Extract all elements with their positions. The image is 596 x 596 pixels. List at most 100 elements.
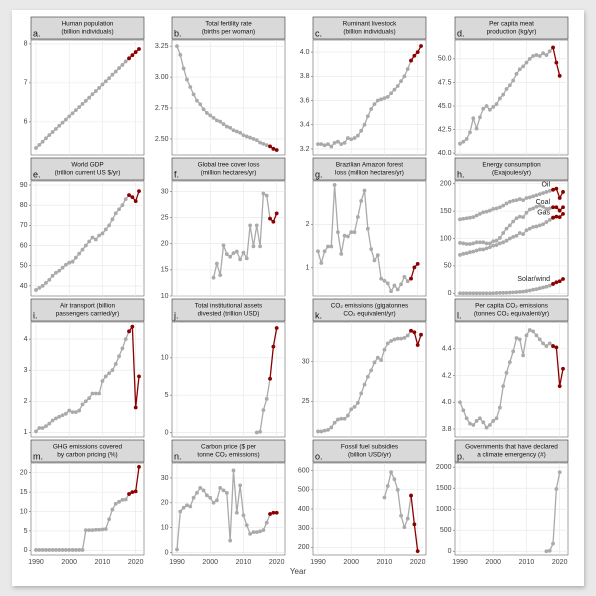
data-point: [458, 253, 462, 257]
data-point: [507, 236, 512, 241]
data-point: [70, 410, 75, 415]
data-point: [497, 241, 502, 246]
data-point: [44, 280, 48, 285]
data-point: [60, 548, 65, 552]
data-point: [392, 283, 397, 288]
data-point: [405, 279, 410, 284]
panel-letter: n.: [174, 451, 182, 461]
x-tick-label: 2020: [552, 559, 568, 566]
data-point: [541, 51, 545, 56]
data-point: [415, 50, 420, 55]
data-point: [517, 197, 522, 201]
panel-title: Brazilian Amazon forest: [336, 162, 403, 169]
panel-title: World GDP: [71, 162, 103, 169]
data-point: [241, 513, 246, 518]
data-point: [57, 548, 62, 552]
data-point: [63, 548, 68, 552]
data-point: [204, 493, 209, 498]
data-point: [238, 257, 243, 262]
data-point: [365, 114, 370, 119]
y-tick-label: 2000: [436, 464, 452, 471]
data-point: [395, 487, 400, 492]
x-tick-label: 1990: [169, 559, 185, 566]
data-point: [67, 114, 72, 119]
data-point: [77, 251, 82, 256]
data-point: [329, 425, 334, 430]
data-point: [521, 353, 526, 358]
data-point: [514, 198, 519, 203]
data-point: [405, 333, 410, 338]
data-point: [54, 548, 58, 552]
data-point: [379, 97, 384, 102]
x-tick-label: 2000: [485, 559, 501, 566]
data-point: [77, 105, 82, 109]
data-point: [339, 252, 344, 256]
data-point: [551, 215, 555, 220]
data-point: [541, 191, 545, 195]
data-point: [524, 210, 529, 215]
data-point: [133, 405, 138, 410]
data-point: [405, 67, 410, 71]
panel-title: Carbon price ($ per: [201, 444, 257, 451]
data-point: [261, 408, 266, 413]
panel-letter: b.: [174, 28, 182, 38]
data-point: [547, 49, 552, 54]
data-point: [117, 354, 121, 359]
data-point: [185, 77, 189, 82]
data-point: [37, 548, 42, 552]
data-point: [178, 509, 183, 514]
data-point: [537, 54, 542, 58]
y-tick-label: 0: [24, 547, 28, 554]
data-point: [561, 190, 565, 194]
y-tick-label: 30: [161, 475, 169, 482]
data-point: [551, 45, 555, 50]
data-point: [474, 291, 479, 296]
data-point: [185, 503, 189, 508]
data-point: [527, 288, 532, 293]
data-point: [521, 198, 526, 203]
y-tick-label: 8: [24, 41, 28, 48]
data-point: [238, 130, 243, 135]
data-point: [524, 60, 529, 65]
data-point: [501, 240, 506, 245]
y-tick-label: 1000: [436, 506, 452, 513]
data-point: [365, 226, 370, 231]
data-point: [468, 291, 472, 296]
data-point: [531, 206, 536, 211]
data-point: [561, 205, 565, 210]
data-point: [464, 291, 469, 296]
y-tick-label: 200: [440, 181, 452, 188]
y-tick-label: 45.0: [438, 103, 452, 110]
panel-title: Human population: [62, 21, 114, 28]
data-point: [100, 379, 105, 383]
data-point: [544, 220, 549, 224]
data-point: [478, 115, 482, 120]
data-point: [385, 484, 390, 488]
data-point: [547, 217, 552, 222]
data-point: [342, 140, 347, 145]
panel-letter: i.: [33, 310, 38, 320]
x-axis-label: Year: [290, 567, 307, 576]
data-point: [547, 188, 552, 193]
data-point: [352, 230, 357, 235]
data-point: [339, 416, 344, 421]
data-point: [97, 233, 102, 238]
panel-title: Total institutional assets: [195, 303, 263, 310]
data-point: [54, 416, 58, 421]
panel-title: divested (trillion USD): [198, 311, 260, 318]
data-point: [399, 336, 403, 341]
data-point: [261, 191, 266, 196]
panel-letter: k.: [315, 310, 322, 320]
data-point: [103, 374, 108, 379]
data-point: [362, 188, 367, 193]
data-point: [268, 512, 272, 516]
data-point: [419, 44, 423, 48]
data-point: [107, 517, 112, 522]
data-point: [402, 275, 407, 279]
data-point: [359, 128, 364, 133]
data-point: [228, 538, 233, 543]
data-point: [385, 94, 390, 99]
data-point: [355, 215, 360, 219]
data-point: [251, 137, 256, 141]
data-point: [127, 492, 131, 496]
